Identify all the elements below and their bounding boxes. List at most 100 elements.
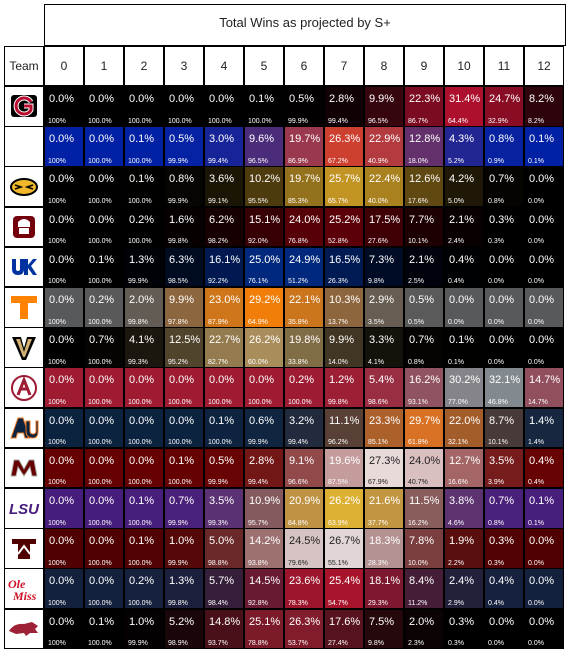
cell-cumulative: 100.0%	[88, 559, 112, 567]
column-header-6: 6	[284, 46, 324, 86]
cell-cumulative: 100.0%	[88, 358, 112, 366]
cell-cumulative: 8.2%	[528, 117, 544, 125]
cell-probability: 0.0%	[89, 535, 115, 548]
cell-cumulative: 100.0%	[208, 399, 232, 407]
cell-probability: 1.4%	[529, 414, 555, 427]
heat-cell: 0.1% 100.0%	[124, 488, 164, 529]
heat-cell: 7.5% 9.8%	[364, 608, 404, 650]
heat-cell: 25.1% 78.8%	[244, 608, 284, 650]
cell-cumulative: 100.0%	[88, 157, 112, 165]
cell-probability: 0.0%	[49, 93, 75, 105]
cell-probability: 9.9%	[369, 93, 395, 105]
cell-cumulative: 3.5%	[368, 318, 384, 326]
chart-title: Total Wins as projected by S+	[44, 4, 566, 46]
heat-cell: 25.2% 52.8%	[324, 206, 364, 248]
cell-probability: 0.0%	[89, 575, 115, 588]
heat-cell: 22.0% 32.1%	[444, 407, 484, 449]
cell-cumulative: 99.8%	[328, 399, 348, 407]
cell-probability: 19.8%	[289, 334, 321, 347]
cell-probability: 0.0%	[49, 253, 75, 266]
svg-text:Miss: Miss	[12, 589, 37, 602]
cell-probability: 0.0%	[169, 374, 195, 387]
cell-cumulative: 0.0%	[488, 358, 504, 366]
cell-cumulative: 100.0%	[128, 559, 152, 567]
cell-probability: 5.7%	[209, 575, 235, 588]
cell-probability: 0.0%	[129, 93, 155, 105]
heat-cell: 7.7% 10.1%	[404, 206, 444, 248]
heat-cell: 0.0% 100%	[44, 447, 84, 489]
cell-cumulative: 100%	[48, 519, 66, 527]
heat-cell: 0.0% 100%	[44, 367, 84, 409]
svg-text:Ole: Ole	[8, 577, 26, 591]
cell-probability: 19.7%	[289, 133, 321, 146]
cell-probability: 8.2%	[529, 93, 555, 105]
cell-probability: 3.0%	[209, 133, 235, 146]
cell-probability: 0.0%	[529, 253, 555, 266]
cell-probability: 19.6%	[329, 454, 361, 467]
cell-cumulative: 35.8%	[288, 318, 308, 326]
heat-cell: 27.3% 67.9%	[364, 447, 404, 489]
cell-cumulative: 100.0%	[88, 198, 112, 206]
heat-cell: 16.5% 26.3%	[324, 246, 364, 288]
heat-cell: 2.8% 99.4%	[244, 447, 284, 489]
cell-probability: 0.8%	[489, 133, 515, 146]
cell-cumulative: 100.0%	[88, 600, 112, 608]
cell-cumulative: 100.0%	[128, 479, 152, 487]
heat-cell: 0.0% 100%	[44, 608, 84, 650]
heat-cell: 0.0% 100.0%	[84, 568, 124, 610]
cell-probability: 22.1%	[289, 294, 321, 306]
cell-probability: 5.0%	[209, 535, 235, 548]
cell-probability: 0.1%	[449, 334, 475, 347]
heat-cell: 32.1% 46.8%	[484, 367, 524, 409]
ole-miss-script-logo: Ole Miss	[4, 568, 44, 610]
cell-cumulative: 28.3%	[368, 559, 388, 567]
cell-cumulative: 96.5%	[248, 157, 268, 165]
heat-cell: 0.3% 0.3%	[444, 608, 484, 650]
cell-cumulative: 27.6%	[368, 238, 388, 246]
cell-cumulative: 99.3%	[208, 519, 228, 527]
cell-cumulative: 54.7%	[328, 600, 348, 608]
cell-probability: 0.1%	[169, 454, 195, 467]
cell-probability: 0.0%	[49, 495, 75, 507]
texas-am-atm-logo-graphic	[12, 538, 36, 559]
heat-cell: 0.4% 0.4%	[484, 568, 524, 610]
cell-probability: 29.7%	[409, 414, 441, 427]
arkansas-razorback-logo-graphic	[9, 621, 38, 636]
cell-probability: 0.0%	[49, 133, 75, 146]
heat-cell: 14.7% 14.7%	[524, 367, 564, 409]
texas-am-atm-logo	[4, 528, 44, 569]
cell-probability: 25.2%	[329, 213, 361, 226]
cell-cumulative: 86.7%	[408, 117, 428, 125]
heat-cell: 12.6% 17.6%	[404, 166, 444, 208]
cell-probability: 14.5%	[249, 575, 281, 588]
cell-cumulative: 14.7%	[528, 399, 548, 407]
cell-probability: 2.8%	[329, 93, 355, 105]
cell-probability: 21.6%	[369, 495, 401, 507]
heat-cell: 26.2% 63.9%	[324, 488, 364, 529]
cell-cumulative: 0.0%	[528, 640, 544, 648]
cell-probability: 9.1%	[289, 454, 315, 467]
heat-cell: 0.0% 0.0%	[524, 287, 564, 328]
cell-probability: 17.5%	[369, 213, 401, 226]
heat-cell: 5.0% 98.8%	[204, 528, 244, 569]
cell-probability: 7.5%	[369, 615, 395, 628]
cell-probability: 12.5%	[169, 334, 201, 347]
heat-cell: 26.2% 60.0%	[244, 327, 284, 368]
cell-probability: 0.1%	[129, 173, 155, 186]
cell-probability: 0.0%	[529, 615, 555, 628]
cell-cumulative: 87.5%	[328, 479, 348, 487]
cell-cumulative: 4.1%	[368, 358, 384, 366]
heat-cell: 12.5% 95.2%	[164, 327, 204, 368]
cell-cumulative: 51.2%	[288, 278, 308, 286]
heat-cell: 9.1% 96.6%	[284, 447, 324, 489]
heat-cell: 1.3% 99.8%	[164, 568, 204, 610]
cell-cumulative: 76.8%	[288, 238, 308, 246]
cell-cumulative: 99.8%	[168, 600, 188, 608]
heat-cell: 0.7% 99.9%	[164, 488, 204, 529]
cell-probability: 30.2%	[449, 374, 481, 387]
cell-probability: 2.0%	[409, 615, 435, 628]
heat-cell: 0.1% 100.0%	[204, 407, 244, 449]
cell-cumulative: 100%	[48, 238, 66, 246]
heat-cell: 0.0% 100.0%	[84, 407, 124, 449]
